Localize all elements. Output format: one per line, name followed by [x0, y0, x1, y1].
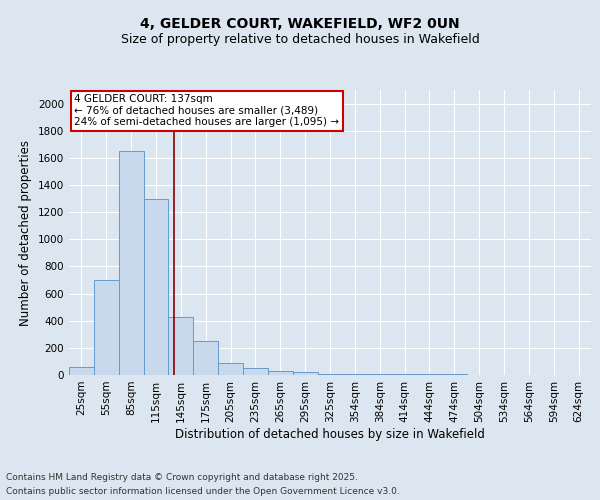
Bar	[268, 371, 293, 375]
Bar	[143, 198, 169, 375]
Text: 4, GELDER COURT, WAKEFIELD, WF2 0UN: 4, GELDER COURT, WAKEFIELD, WF2 0UN	[140, 18, 460, 32]
Text: 4 GELDER COURT: 137sqm
← 76% of detached houses are smaller (3,489)
24% of semi-: 4 GELDER COURT: 137sqm ← 76% of detached…	[74, 94, 339, 128]
Bar	[218, 363, 243, 375]
Text: Contains HM Land Registry data © Crown copyright and database right 2025.: Contains HM Land Registry data © Crown c…	[6, 472, 358, 482]
Text: Contains public sector information licensed under the Open Government Licence v3: Contains public sector information licen…	[6, 488, 400, 496]
Bar	[94, 280, 119, 375]
X-axis label: Distribution of detached houses by size in Wakefield: Distribution of detached houses by size …	[175, 428, 485, 440]
Bar	[317, 374, 343, 375]
Bar	[169, 316, 193, 375]
Bar	[243, 368, 268, 375]
Bar	[293, 372, 317, 375]
Y-axis label: Number of detached properties: Number of detached properties	[19, 140, 32, 326]
Bar	[119, 151, 143, 375]
Bar	[193, 341, 218, 375]
Bar	[392, 374, 417, 375]
Bar	[442, 374, 467, 375]
Text: Size of property relative to detached houses in Wakefield: Size of property relative to detached ho…	[121, 32, 479, 46]
Bar	[417, 374, 442, 375]
Bar	[367, 374, 392, 375]
Bar	[69, 367, 94, 375]
Bar	[343, 374, 367, 375]
